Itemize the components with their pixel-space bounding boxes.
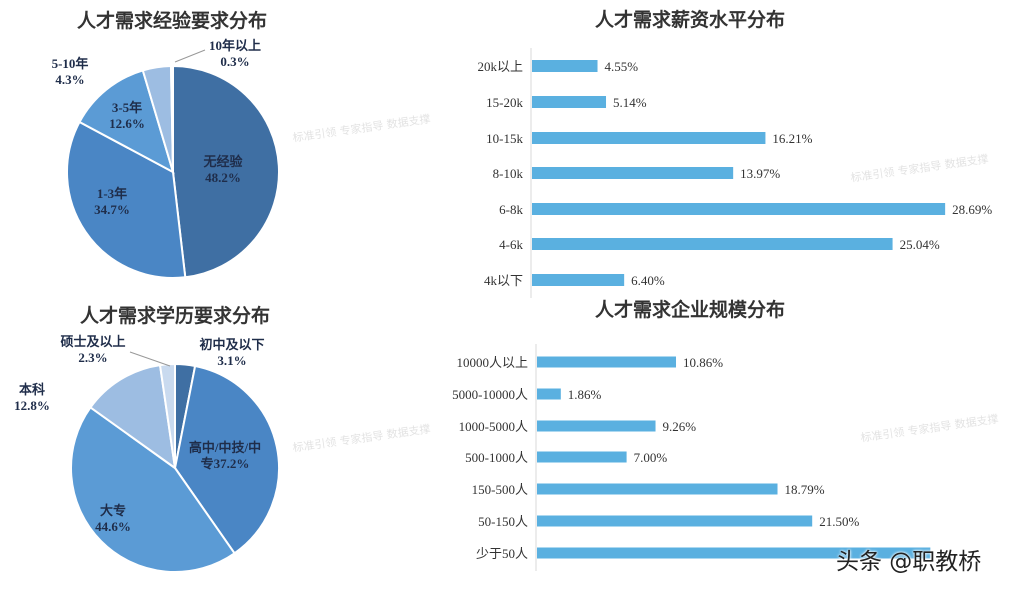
pie-label: 硕士及以上 2.3% xyxy=(60,334,125,365)
bar-3-3 xyxy=(537,451,627,463)
category-label: 4k以下 xyxy=(484,273,523,288)
pie-label: 3-5年 12.6% xyxy=(109,100,145,131)
pie-slice-undefined-4 xyxy=(169,64,174,173)
bar-2-3 xyxy=(532,167,734,179)
category-label: 10000人以上 xyxy=(456,355,528,370)
value-label: 18.79% xyxy=(785,482,825,497)
bar-3-4 xyxy=(537,483,778,495)
pie-label: 5-10年 4.3% xyxy=(52,56,89,87)
pie-slice-undefined-0 xyxy=(172,64,280,279)
value-label: 5.14% xyxy=(613,95,647,110)
value-label: 9.26% xyxy=(663,419,697,434)
category-label: 5000-10000人 xyxy=(452,387,528,402)
value-label: 7.00% xyxy=(634,450,668,465)
category-label: 20k以上 xyxy=(477,59,523,74)
value-label: 6.40% xyxy=(631,273,665,288)
value-label: 1.86% xyxy=(568,387,602,402)
value-label: 10.86% xyxy=(683,355,723,370)
pie-label: 1-3年 34.7% xyxy=(94,186,130,217)
education-chart-title: 人才需求学历要求分布 xyxy=(79,305,271,327)
value-label: 28.69% xyxy=(952,202,992,217)
bar-2-4 xyxy=(532,203,946,215)
bar-3-5 xyxy=(537,515,813,527)
bar-2-2 xyxy=(532,132,766,144)
category-label: 8-10k xyxy=(493,166,524,181)
bar-3-2 xyxy=(537,420,656,432)
category-label: 少于50人 xyxy=(476,546,528,561)
value-label: 25.04% xyxy=(900,237,940,252)
category-label: 15-20k xyxy=(486,95,523,110)
category-label: 500-1000人 xyxy=(465,450,528,465)
bar-3-1 xyxy=(537,388,561,400)
bar-2-5 xyxy=(532,238,893,250)
pie-slice-undefined-1 xyxy=(173,364,280,555)
category-label: 50-150人 xyxy=(478,514,528,529)
pie-slice-undefined-3 xyxy=(89,363,177,471)
leader-line xyxy=(174,49,206,63)
pie-slice-undefined-2 xyxy=(70,406,236,573)
salary-chart-title: 人才需求薪资水平分布 xyxy=(594,9,786,31)
pie-slice-undefined-1 xyxy=(66,120,187,279)
category-label: 1000-5000人 xyxy=(459,419,528,434)
experience-chart-title: 人才需求经验要求分布 xyxy=(76,10,268,32)
value-label: 13.97% xyxy=(740,166,780,181)
bar-2-0 xyxy=(532,60,598,72)
pie-label: 无经验 48.2% xyxy=(202,154,243,185)
pie-label: 10年以上 0.3% xyxy=(209,38,261,69)
category-label: 4-6k xyxy=(499,237,523,252)
bar-2-6 xyxy=(532,274,625,286)
pie-label: 高中/中技/中专37.2% xyxy=(189,440,261,471)
pie-label: 本科 12.8% xyxy=(14,382,50,413)
value-label: 21.50% xyxy=(819,514,859,529)
brand-watermark: 头条 @职教桥 xyxy=(836,549,982,575)
leader-line xyxy=(129,351,171,367)
value-label: 16.21% xyxy=(772,131,812,146)
bar-2-1 xyxy=(532,96,607,108)
bar-3-0 xyxy=(537,356,677,368)
company-size-chart-title: 人才需求企业规模分布 xyxy=(594,299,786,321)
category-label: 6-8k xyxy=(499,202,523,217)
pie-label: 初中及以下 3.1% xyxy=(199,337,264,368)
pie-slice-undefined-4 xyxy=(158,362,176,469)
pie-label: 大专 44.6% xyxy=(95,503,131,534)
category-label: 150-500人 xyxy=(472,482,528,497)
bar-3-6 xyxy=(537,547,931,559)
value-label: 4.55% xyxy=(605,59,639,74)
category-label: 10-15k xyxy=(486,131,523,146)
